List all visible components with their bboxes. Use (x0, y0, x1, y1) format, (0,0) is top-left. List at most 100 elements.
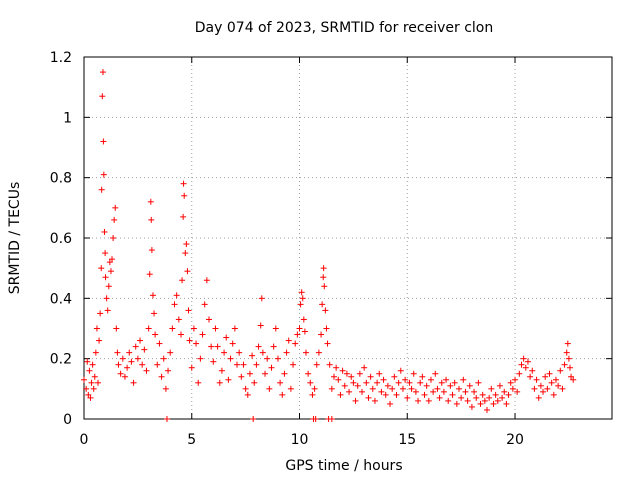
data-point (335, 376, 342, 383)
x-tick-label: 15 (398, 432, 416, 448)
data-point (453, 400, 460, 407)
data-point (324, 340, 331, 347)
data-point (468, 403, 475, 410)
data-point (455, 385, 462, 392)
data-point (473, 394, 480, 401)
data-point (147, 198, 154, 205)
data-point (555, 382, 562, 389)
data-point (139, 361, 146, 368)
data-point (84, 358, 91, 365)
data-point (173, 292, 180, 299)
data-point (292, 340, 299, 347)
data-point (475, 379, 482, 386)
data-point (180, 213, 187, 220)
data-point (391, 373, 398, 380)
data-point (520, 355, 527, 362)
x-tick-label: 0 (80, 432, 89, 448)
data-point (346, 388, 353, 395)
data-point (471, 388, 478, 395)
y-tick-label: 0.2 (50, 352, 72, 368)
data-point (83, 385, 90, 392)
data-point (423, 382, 430, 389)
data-point (447, 382, 454, 389)
data-point (111, 216, 118, 223)
data-point (199, 331, 206, 338)
data-point (251, 379, 258, 386)
data-point (524, 358, 531, 365)
data-point (190, 325, 197, 332)
data-point (272, 325, 279, 332)
data-point (311, 385, 318, 392)
data-point (378, 388, 385, 395)
data-point (183, 241, 190, 248)
data-point (203, 277, 210, 284)
data-point (236, 349, 243, 356)
data-point (305, 370, 312, 377)
data-point (507, 379, 514, 386)
data-point (117, 370, 124, 377)
data-point (146, 271, 153, 278)
data-point (283, 349, 290, 356)
data-point (89, 361, 96, 368)
data-point (158, 373, 165, 380)
data-point (307, 379, 314, 386)
data-point (250, 416, 257, 422)
x-tick-label: 10 (291, 432, 309, 448)
data-point (101, 228, 108, 235)
data-point (124, 364, 131, 371)
x-tick-labels: 0 5 10 15 20 (80, 432, 524, 448)
data-point (81, 376, 87, 383)
data-point (393, 391, 400, 398)
data-point (494, 397, 501, 404)
data-point (313, 361, 320, 368)
data-point (175, 316, 182, 323)
data-point (106, 259, 113, 266)
data-point (350, 379, 357, 386)
data-point (87, 394, 94, 401)
data-point (103, 295, 110, 302)
data-point (408, 385, 415, 392)
data-point (323, 325, 330, 332)
data-point (270, 343, 277, 350)
data-point (279, 391, 286, 398)
data-point (501, 388, 508, 395)
data-point (339, 367, 346, 374)
data-point (180, 180, 187, 187)
data-point (406, 379, 413, 386)
data-point (208, 343, 215, 350)
data-point (309, 391, 316, 398)
data-point (402, 376, 409, 383)
data-point (559, 385, 566, 392)
data-point (496, 382, 503, 389)
data-point (143, 367, 150, 374)
data-point (352, 397, 359, 404)
data-point (458, 394, 465, 401)
data-point (320, 265, 327, 272)
y-tick-label: 0.6 (50, 231, 72, 247)
data-point (162, 385, 169, 392)
data-point (443, 376, 450, 383)
data-point (354, 382, 361, 389)
data-point (210, 358, 217, 365)
data-point (421, 391, 428, 398)
data-point (132, 343, 139, 350)
data-point (363, 379, 370, 386)
data-point (197, 355, 204, 362)
data-point (527, 373, 534, 380)
data-point (212, 325, 219, 332)
data-point (544, 385, 551, 392)
data-point (201, 301, 208, 308)
data-point (102, 274, 109, 281)
data-point (301, 328, 308, 335)
data-point (503, 400, 510, 407)
data-point (299, 295, 306, 302)
data-point (460, 376, 467, 383)
data-point (546, 370, 553, 377)
y-tick-label: 0.8 (50, 171, 72, 187)
data-point (97, 310, 104, 317)
data-point (531, 385, 538, 392)
data-point (319, 301, 326, 308)
data-point (462, 388, 469, 395)
y-tick-label: 0.4 (50, 291, 72, 307)
